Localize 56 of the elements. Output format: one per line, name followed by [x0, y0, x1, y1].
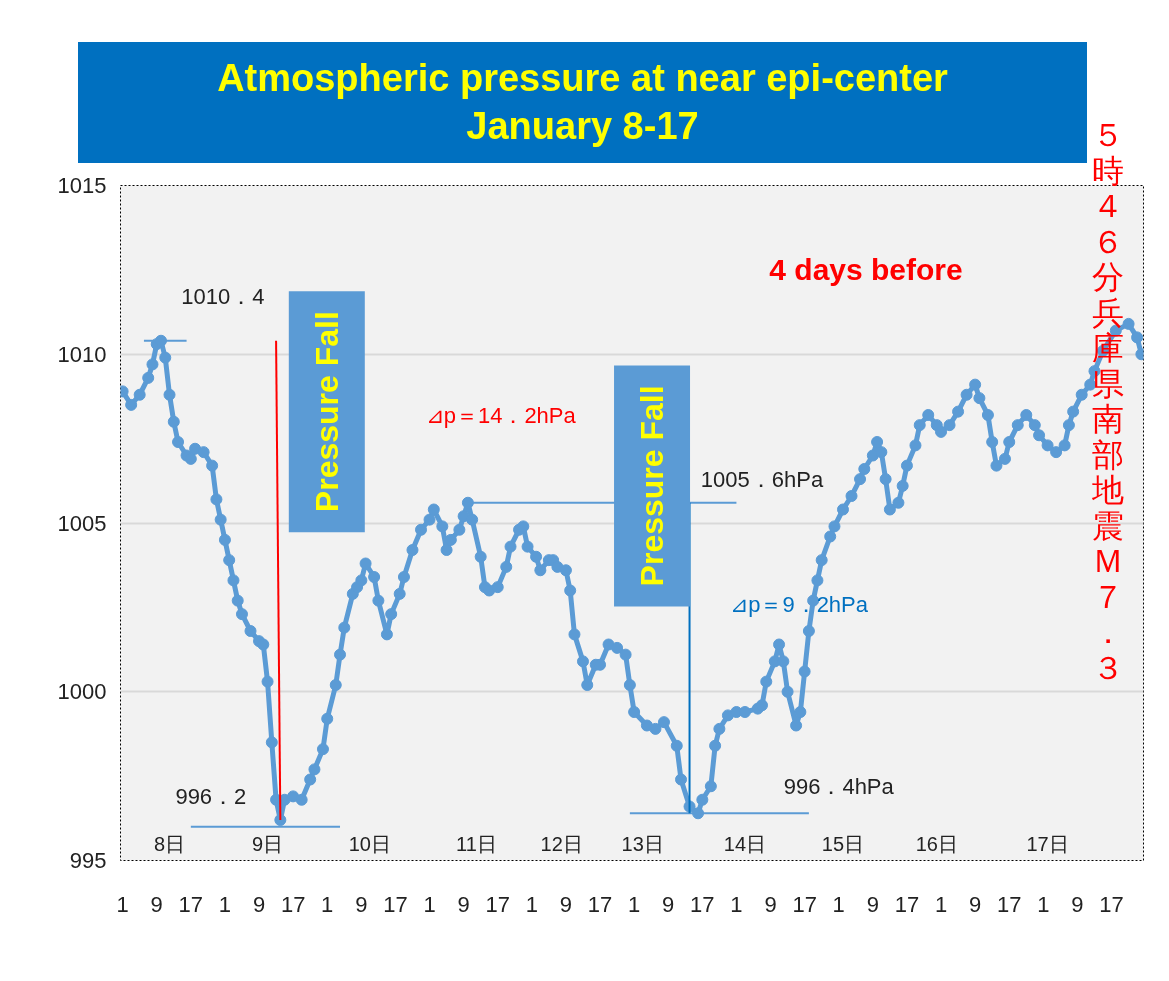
- x-tick-label: 17: [587, 891, 613, 917]
- x-tick-label: 1: [1037, 891, 1050, 917]
- x-tick-label: 17: [280, 891, 306, 917]
- x-tick-label: 1: [832, 891, 845, 917]
- annotation: 1005．6hPa: [700, 466, 824, 492]
- annotation: 13日: [621, 832, 664, 855]
- x-tick-label: 9: [866, 891, 879, 917]
- x-tick-label: 9: [150, 891, 163, 917]
- x-tick-label: 9: [662, 891, 675, 917]
- x-tick-label: 17: [690, 891, 715, 917]
- y-tick-label: 1015: [57, 173, 107, 198]
- chart-subtitle: January 8-17: [466, 105, 699, 147]
- annotation: 8日: [153, 832, 186, 855]
- annotation: 16日: [915, 832, 958, 855]
- x-tick-label: 9: [355, 891, 368, 917]
- x-tick-label: 1: [218, 891, 232, 917]
- x-tick-label: 17: [792, 891, 817, 917]
- y-tick-label: 995: [69, 848, 107, 873]
- x-tick-label: 1: [525, 891, 538, 917]
- annotation: Pressure Fall: [308, 311, 345, 513]
- x-tick-label: 17: [894, 891, 920, 917]
- annotation: 12日: [540, 832, 583, 855]
- y-tick-label: 1010: [57, 341, 107, 367]
- x-tick-label: 9: [764, 891, 777, 917]
- x-tick-label: 1: [934, 891, 948, 917]
- y-tick-label: 1005: [57, 510, 107, 536]
- x-tick-label: 17: [383, 891, 408, 917]
- annotation: 9日: [251, 832, 284, 855]
- chart-title: Atmospheric pressure at near epi-center: [217, 57, 948, 99]
- annotation: Pressure Fall: [634, 385, 671, 587]
- x-tick-label: 1: [423, 891, 436, 917]
- annotation: ⊿p＝9．2hPa: [730, 591, 869, 617]
- x-tick-label: 9: [969, 891, 982, 917]
- x-tick-label: 17: [178, 891, 204, 917]
- x-tick-label: 1: [321, 891, 334, 917]
- annotation: 4 days before: [769, 253, 963, 287]
- y-tick-label: 1000: [57, 679, 107, 705]
- annotation: 996．2: [175, 783, 247, 809]
- x-tick-label: 17: [997, 891, 1022, 917]
- x-tick-label: 9: [1071, 891, 1084, 917]
- x-tick-label: 9: [559, 891, 573, 917]
- annotation: 14日: [723, 832, 767, 855]
- x-tick-label: 17: [1099, 891, 1124, 917]
- x-tick-label: 1: [628, 891, 641, 917]
- x-tick-label: 9: [457, 891, 470, 917]
- x-tick-label: 17: [485, 891, 510, 917]
- annotation: 996．4hPa: [783, 773, 895, 799]
- annotation: 15日: [821, 832, 865, 855]
- x-tick-label: 9: [252, 891, 266, 917]
- annotation: 10日: [348, 832, 391, 855]
- annotation: 11日: [456, 832, 497, 855]
- annotation: 17日: [1026, 832, 1069, 855]
- annotation: 1010．4: [181, 284, 265, 310]
- x-tick-label: 1: [116, 891, 129, 917]
- x-tick-label: 1: [730, 891, 743, 917]
- annotation: ⊿p＝14．2hPa: [425, 402, 577, 428]
